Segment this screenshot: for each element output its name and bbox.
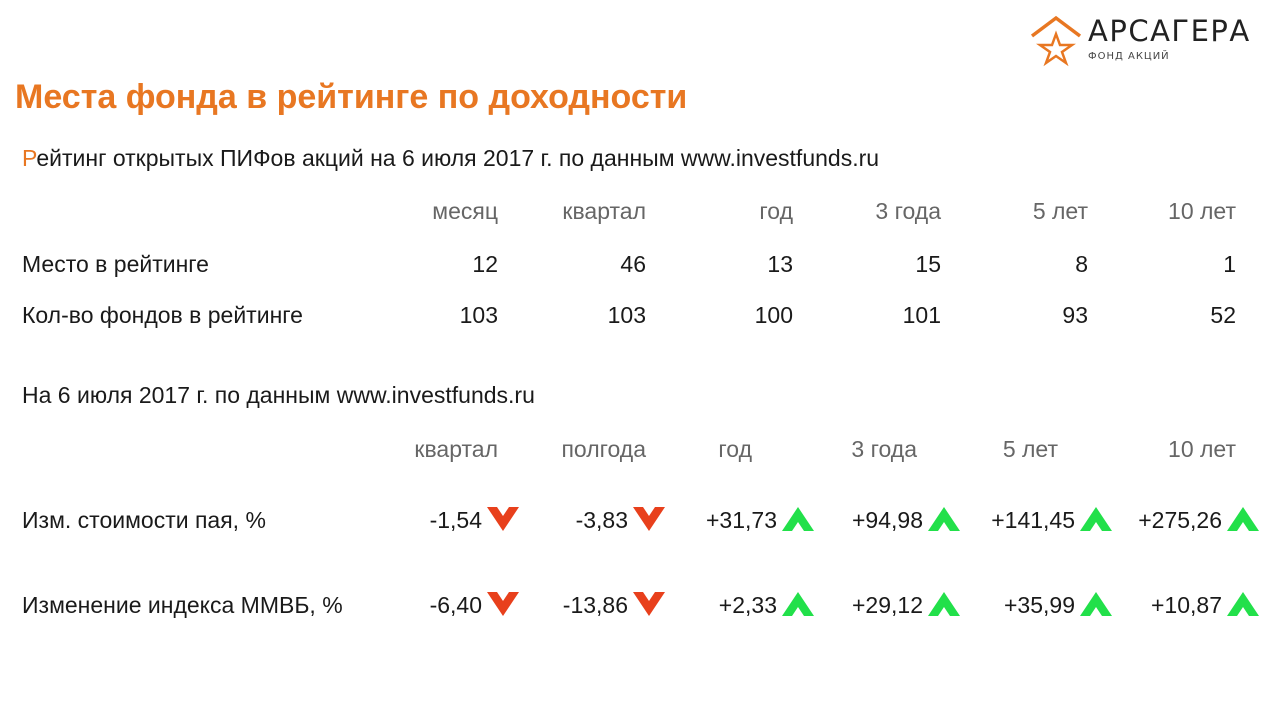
arrow-up-icon (1227, 507, 1259, 531)
table-cell: 103 (607, 302, 646, 328)
table-cell: 8 (1075, 251, 1088, 277)
column-header: квартал (562, 198, 646, 224)
column-header: 5 лет (1032, 198, 1088, 224)
table-cell: 101 (902, 302, 941, 328)
column-header: полгода (561, 436, 646, 462)
table-cell: 12 (472, 251, 498, 277)
rating-caption: Рейтинг открытых ПИФов акций на 6 июля 2… (22, 145, 879, 172)
arrow-up-icon (928, 592, 960, 616)
column-header: квартал (414, 436, 498, 462)
arrow-up-icon (928, 507, 960, 531)
row-label: Кол-во фондов в рейтинге (22, 302, 303, 328)
star-roof-icon (1030, 15, 1082, 67)
table-cell: -13,86 (562, 592, 628, 618)
table-cell: +94,98 (852, 507, 923, 533)
table-cell: -1,54 (429, 507, 482, 533)
column-header: 10 лет (1168, 436, 1236, 462)
table-cell: 103 (459, 302, 498, 328)
returns-caption: На 6 июля 2017 г. по данным www.investfu… (22, 382, 535, 408)
arrow-down-icon (633, 507, 665, 531)
arrow-down-icon (487, 592, 519, 616)
arrow-down-icon (487, 507, 519, 531)
arrow-up-icon (1227, 592, 1259, 616)
column-header: год (759, 198, 793, 224)
rating-caption-initial: Р (22, 145, 37, 171)
arrow-down-icon (633, 592, 665, 616)
table-cell: 93 (1062, 302, 1088, 328)
table-cell: -6,40 (429, 592, 482, 618)
table-cell: 13 (767, 251, 793, 277)
arrow-up-icon (1080, 592, 1112, 616)
table-cell: 100 (754, 302, 793, 328)
page-title: Места фонда в рейтинге по доходности (15, 78, 688, 116)
arrow-up-icon (1080, 507, 1112, 531)
table-cell: +2,33 (718, 592, 777, 618)
brand-subtitle: ФОНД АКЦИЙ (1088, 51, 1170, 62)
brand-logo: АРСАГЕРА ФОНД АКЦИЙ (1028, 10, 1268, 70)
table-cell: 15 (915, 251, 941, 277)
table-cell: 46 (620, 251, 646, 277)
brand-name: АРСАГЕРА (1088, 14, 1251, 48)
row-label: Изменение индекса ММВБ, % (22, 592, 343, 618)
table-cell: 1 (1223, 251, 1236, 277)
table-cell: +141,45 (991, 507, 1075, 533)
column-header: 3 года (851, 436, 917, 462)
table-cell: +10,87 (1151, 592, 1222, 618)
table-cell: +35,99 (1004, 592, 1075, 618)
row-label: Изм. стоимости пая, % (22, 507, 266, 533)
column-header: 10 лет (1168, 198, 1236, 224)
rating-caption-text: ейтинг открытых ПИФов акций на 6 июля 20… (36, 145, 880, 171)
table-cell: +275,26 (1138, 507, 1222, 533)
arrow-up-icon (782, 592, 814, 616)
column-header: 5 лет (1002, 436, 1058, 462)
column-header: год (718, 436, 752, 462)
column-header: месяц (432, 198, 498, 224)
column-header: 3 года (875, 198, 941, 224)
table-cell: +31,73 (706, 507, 777, 533)
arrow-up-icon (782, 507, 814, 531)
table-cell: 52 (1210, 302, 1236, 328)
table-cell: -3,83 (575, 507, 628, 533)
row-label: Место в рейтинге (22, 251, 209, 277)
table-cell: +29,12 (852, 592, 923, 618)
